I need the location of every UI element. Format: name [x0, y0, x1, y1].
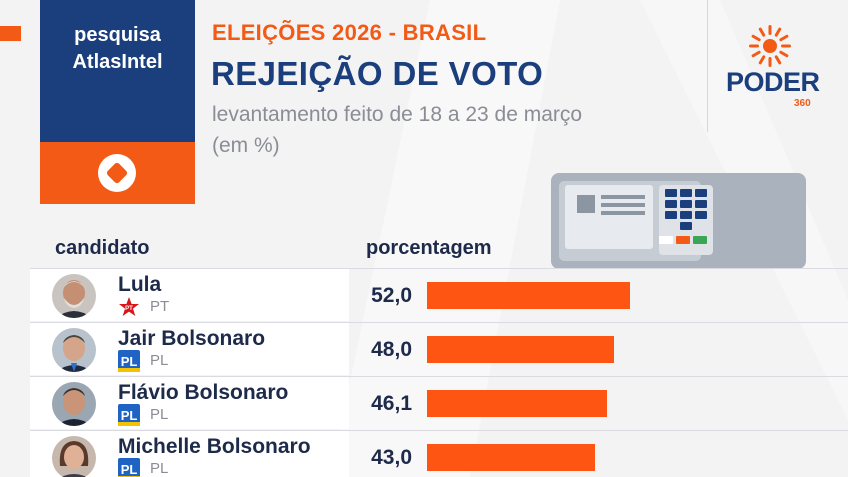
bar [427, 444, 595, 471]
candidate-name: Flávio Bolsonaro [118, 381, 289, 404]
bar [427, 336, 615, 363]
row-divider [30, 430, 848, 431]
svg-text:PL: PL [121, 354, 138, 369]
bar [427, 282, 630, 309]
candidate-cell: Lula PT PT [30, 269, 349, 321]
header-kicker: ELEIÇÕES 2026 - BRASIL [212, 20, 487, 45]
pl-logo-icon: PL [118, 350, 140, 372]
party-label: PL [150, 352, 169, 369]
bar-track [427, 444, 817, 471]
candidate-cell: Flávio Bolsonaro PL PL [30, 377, 349, 429]
avatar [52, 328, 96, 372]
bar-track [427, 390, 817, 417]
publisher-name: PODER [726, 67, 820, 97]
publisher-logo: PODER 360 [722, 24, 822, 114]
svg-text:PL: PL [121, 408, 138, 423]
bar [427, 390, 607, 417]
header-subtitle: levantamento feito de 18 a 23 de março (… [212, 99, 582, 161]
avatar [52, 274, 96, 318]
header-divider [707, 0, 708, 132]
pl-logo-icon: PL [118, 458, 140, 477]
candidate-name: Jair Bolsonaro [118, 327, 266, 350]
column-header-candidate: candidato [55, 237, 150, 259]
brand-line-1: pesquisa [74, 24, 161, 46]
data-label: 48,0 [371, 338, 412, 361]
candidate-name: Michelle Bolsonaro [118, 435, 311, 458]
sun-burst-icon [749, 25, 791, 67]
row-divider [30, 376, 848, 377]
avatar [52, 382, 96, 426]
data-label: 43,0 [371, 446, 412, 469]
atlasintel-logo-icon [98, 154, 136, 192]
bar-track [427, 282, 817, 309]
column-header-percentage: porcentagem [366, 237, 492, 259]
subtitle-line-2: (em %) [212, 134, 280, 157]
accent-marker [0, 26, 21, 41]
brand-name: pesquisa AtlasIntel [40, 0, 195, 142]
brand-logo-band [40, 142, 195, 204]
candidate-cell: Michelle Bolsonaro PL PL [30, 431, 349, 477]
svg-text:PT: PT [125, 306, 133, 312]
candidate-cell: Jair Bolsonaro PL PL [30, 323, 349, 375]
pt-star-icon: PT [119, 297, 139, 316]
table-row: Jair Bolsonaro PL PL 48,0 [30, 322, 848, 375]
candidate-name: Lula [118, 273, 162, 296]
party-label: PT [150, 298, 170, 315]
avatar [52, 436, 96, 477]
data-label: 46,1 [371, 392, 412, 415]
voting-machine-icon [551, 173, 806, 269]
table-row: Flávio Bolsonaro PL PL 46,1 [30, 376, 848, 429]
row-divider [30, 322, 848, 323]
svg-text:PL: PL [121, 462, 138, 477]
row-divider [30, 268, 848, 269]
party-label: PL [150, 406, 169, 423]
page-title: REJEIÇÃO DE VOTO [211, 55, 544, 92]
pl-logo-icon: PL [118, 404, 140, 426]
party-label: PL [150, 460, 169, 477]
bar-track [427, 336, 817, 363]
table-row: Lula PT PT 52,0 [30, 268, 848, 321]
publisher-number: 360 [794, 98, 811, 109]
data-label: 52,0 [371, 284, 412, 307]
brand-box: pesquisa AtlasIntel [40, 0, 195, 204]
brand-line-2: AtlasIntel [72, 51, 163, 73]
table-row: Michelle Bolsonaro PL PL 43,0 [30, 430, 848, 477]
subtitle-line-1: levantamento feito de 18 a 23 de março [212, 103, 583, 126]
